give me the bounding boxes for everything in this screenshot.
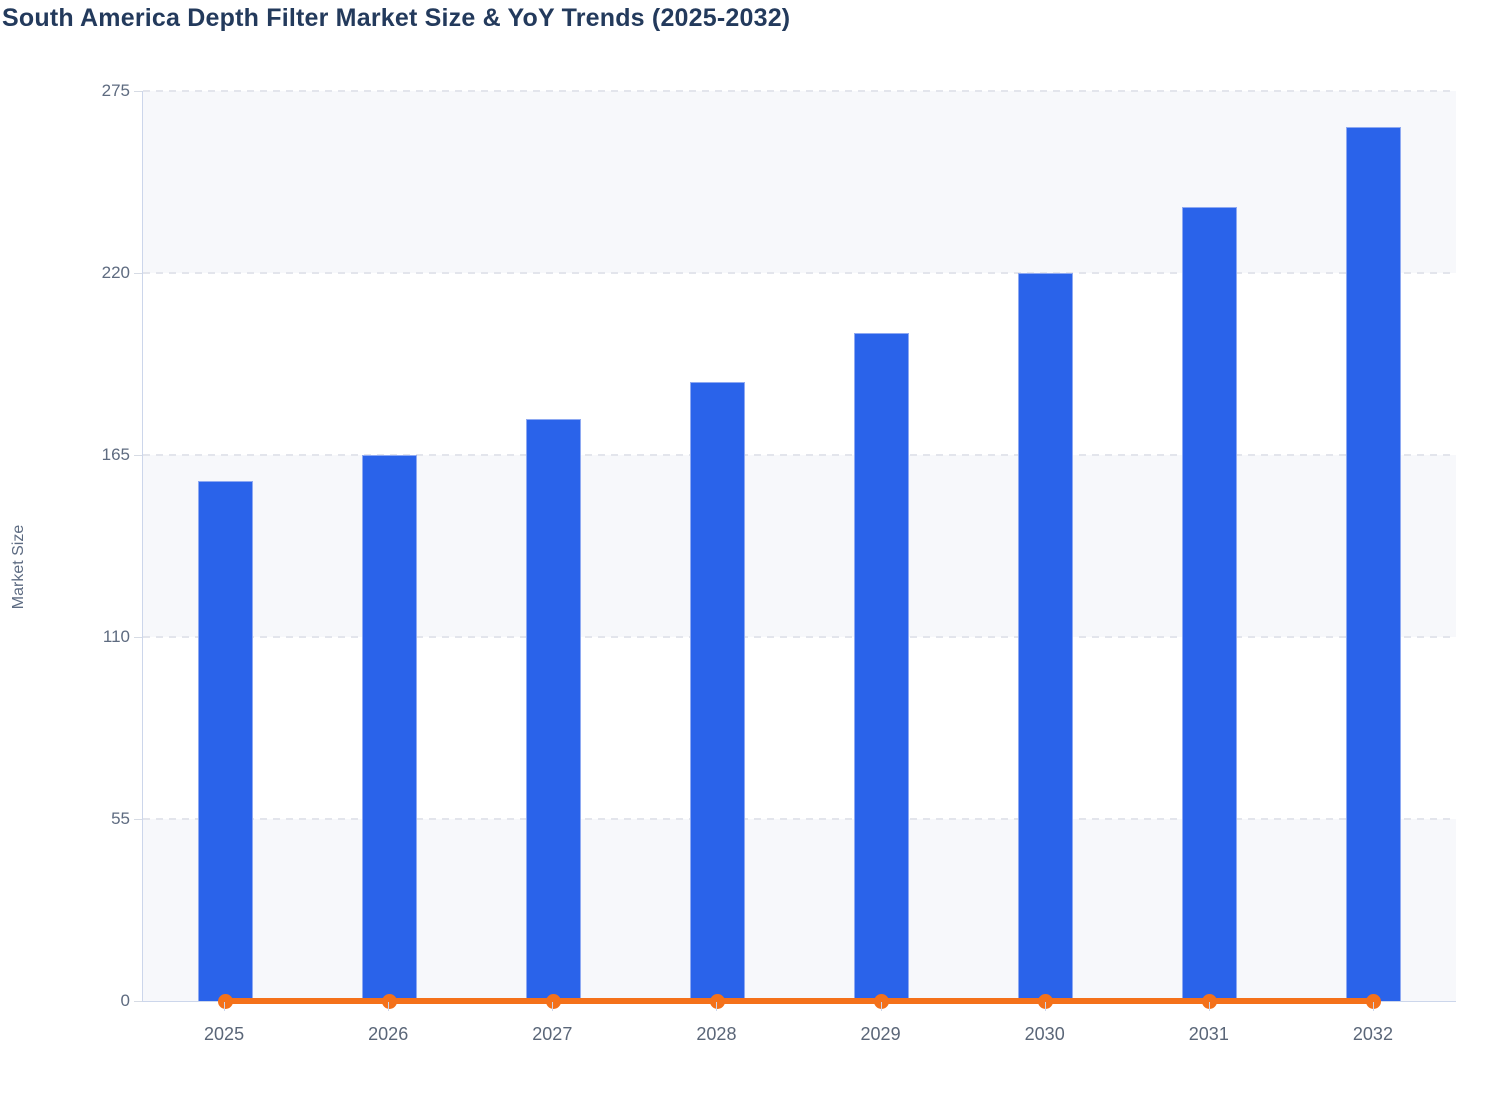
bar-2032[interactable] bbox=[1346, 127, 1402, 1001]
x-axis-label-2025: 2025 bbox=[204, 1024, 245, 1044]
x-axis-tick bbox=[1372, 1002, 1374, 1011]
x-axis-label-2026: 2026 bbox=[368, 1024, 409, 1044]
bar-2028[interactable] bbox=[689, 382, 745, 1001]
x-axis-label-2030: 2030 bbox=[1024, 1024, 1065, 1044]
x-axis-label-2031: 2031 bbox=[1188, 1024, 1229, 1044]
bar-2030[interactable] bbox=[1018, 273, 1074, 1001]
x-axis-tick bbox=[388, 1002, 390, 1011]
yoy-point-2032[interactable] bbox=[1366, 994, 1382, 1009]
bar-2031[interactable] bbox=[1182, 206, 1238, 1001]
background-band bbox=[143, 273, 1456, 455]
x-axis-tick bbox=[880, 1002, 882, 1011]
y-axis-tick-label-275: 275 bbox=[101, 81, 130, 100]
x-axis-label-2028: 2028 bbox=[696, 1024, 737, 1044]
gridline-110 bbox=[143, 636, 1456, 638]
background-band bbox=[143, 637, 1456, 819]
y-axis-tick bbox=[134, 273, 142, 274]
yoy-point-2027[interactable] bbox=[545, 994, 561, 1009]
gridline-165 bbox=[143, 454, 1456, 456]
background-band bbox=[143, 819, 1456, 1001]
y-axis-title: Market Size bbox=[10, 524, 27, 610]
x-axis-tick bbox=[552, 1002, 554, 1011]
gridline-220 bbox=[143, 272, 1456, 274]
x-axis-tick bbox=[1208, 1002, 1210, 1011]
y-axis-tick-label-165: 165 bbox=[101, 445, 130, 464]
x-axis-label-2029: 2029 bbox=[860, 1024, 901, 1044]
y-axis-tick bbox=[134, 1001, 142, 1002]
y-axis-tick-label-220: 220 bbox=[101, 263, 130, 282]
x-axis-tick bbox=[224, 1002, 226, 1011]
x-axis-label-2032: 2032 bbox=[1352, 1024, 1393, 1044]
chart-title: South America Depth Filter Market Size &… bbox=[2, 4, 791, 32]
yoy-point-2030[interactable] bbox=[1038, 994, 1054, 1009]
y-axis-tick-label-110: 110 bbox=[102, 627, 130, 646]
yoy-point-2029[interactable] bbox=[874, 994, 890, 1009]
yoy-point-2031[interactable] bbox=[1202, 994, 1218, 1009]
background-band bbox=[143, 455, 1456, 637]
yoy-trend-line[interactable] bbox=[225, 998, 1374, 1004]
bar-2029[interactable] bbox=[854, 332, 910, 1001]
x-axis-tick bbox=[716, 1002, 718, 1011]
bar-2025[interactable] bbox=[197, 481, 253, 1001]
bar-2027[interactable] bbox=[525, 418, 581, 1001]
x-axis-label-2027: 2027 bbox=[532, 1024, 573, 1044]
plot-area bbox=[142, 90, 1456, 1009]
y-axis-tick bbox=[134, 637, 142, 638]
yoy-point-2028[interactable] bbox=[709, 994, 725, 1009]
y-axis-tick-label-55: 55 bbox=[111, 809, 130, 828]
x-axis-tick bbox=[1044, 1002, 1046, 1011]
y-axis-tick-label-0: 0 bbox=[120, 991, 130, 1010]
gridline-55 bbox=[143, 818, 1456, 820]
y-axis-tick bbox=[134, 455, 142, 456]
bar-2026[interactable] bbox=[361, 455, 417, 1001]
y-axis-tick bbox=[134, 91, 142, 92]
yoy-point-2025[interactable] bbox=[217, 994, 233, 1009]
gridline-275 bbox=[143, 90, 1456, 92]
y-axis-tick bbox=[134, 819, 142, 820]
background-band bbox=[143, 91, 1456, 273]
yoy-point-2026[interactable] bbox=[381, 994, 397, 1009]
